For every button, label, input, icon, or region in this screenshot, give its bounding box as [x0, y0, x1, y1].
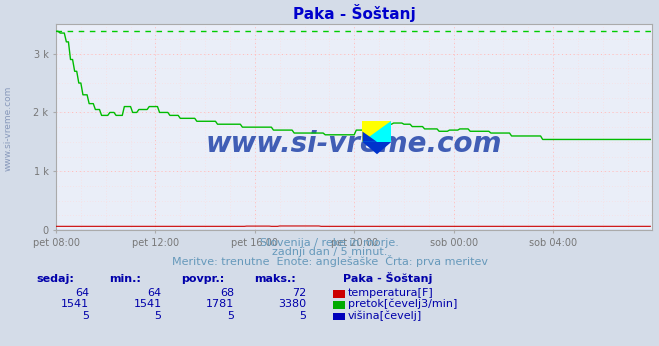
Text: 5: 5 [82, 311, 89, 321]
Text: 1781: 1781 [206, 299, 234, 309]
Text: 64: 64 [75, 288, 89, 298]
Text: povpr.:: povpr.: [181, 274, 225, 284]
Text: Meritve: trenutne  Enote: anglešaške  Črta: prva meritev: Meritve: trenutne Enote: anglešaške Črta… [171, 255, 488, 267]
Text: www.si-vreme.com: www.si-vreme.com [4, 85, 13, 171]
Text: 68: 68 [220, 288, 234, 298]
Bar [362, 121, 391, 142]
Text: sedaj:: sedaj: [36, 274, 74, 284]
Polygon shape [362, 121, 391, 142]
Polygon shape [362, 142, 391, 154]
Text: Paka - Šoštanj: Paka - Šoštanj [343, 272, 432, 284]
Polygon shape [362, 121, 391, 142]
Text: www.si-vreme.com: www.si-vreme.com [206, 130, 502, 158]
Polygon shape [362, 121, 391, 142]
Text: 3380: 3380 [278, 299, 306, 309]
Text: min.:: min.: [109, 274, 140, 284]
Text: višina[čevelj]: višina[čevelj] [348, 310, 422, 321]
Text: temperatura[F]: temperatura[F] [348, 288, 434, 298]
Polygon shape [362, 131, 377, 142]
Text: maks.:: maks.: [254, 274, 295, 284]
Text: 5: 5 [299, 311, 306, 321]
Text: Slovenija / reke in morje.: Slovenija / reke in morje. [260, 238, 399, 248]
Text: pretok[čevelj3/min]: pretok[čevelj3/min] [348, 299, 457, 309]
Text: 5: 5 [227, 311, 234, 321]
Text: 64: 64 [148, 288, 161, 298]
Title: Paka - Šoštanj: Paka - Šoštanj [293, 4, 416, 22]
Text: 72: 72 [292, 288, 306, 298]
Text: 1541: 1541 [133, 299, 161, 309]
Text: 1541: 1541 [61, 299, 89, 309]
Text: zadnji dan / 5 minut.: zadnji dan / 5 minut. [272, 247, 387, 257]
Text: 5: 5 [154, 311, 161, 321]
